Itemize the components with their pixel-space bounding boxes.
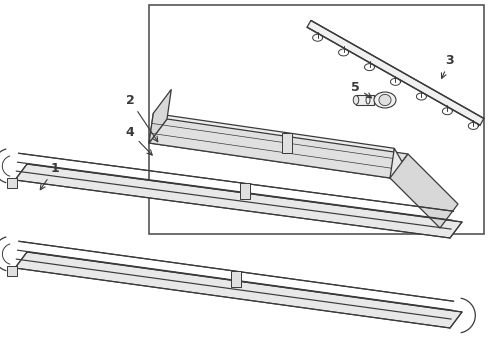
Text: 3: 3: [441, 54, 453, 78]
Polygon shape: [389, 154, 457, 228]
Polygon shape: [15, 252, 461, 328]
Polygon shape: [306, 21, 483, 125]
Ellipse shape: [352, 96, 358, 104]
Polygon shape: [282, 132, 292, 153]
Polygon shape: [355, 95, 373, 105]
Polygon shape: [389, 148, 439, 228]
Polygon shape: [7, 178, 17, 188]
Bar: [149, 5, 483, 234]
Ellipse shape: [378, 94, 390, 105]
Text: 2: 2: [125, 94, 158, 141]
Polygon shape: [149, 113, 393, 178]
Text: 4: 4: [125, 126, 152, 155]
Polygon shape: [239, 183, 249, 199]
Text: 1: 1: [40, 162, 59, 190]
Polygon shape: [231, 271, 241, 287]
Ellipse shape: [373, 92, 395, 108]
Polygon shape: [149, 119, 407, 178]
Polygon shape: [149, 89, 171, 143]
Text: 5: 5: [350, 81, 371, 98]
Polygon shape: [7, 266, 17, 276]
Polygon shape: [15, 164, 461, 238]
